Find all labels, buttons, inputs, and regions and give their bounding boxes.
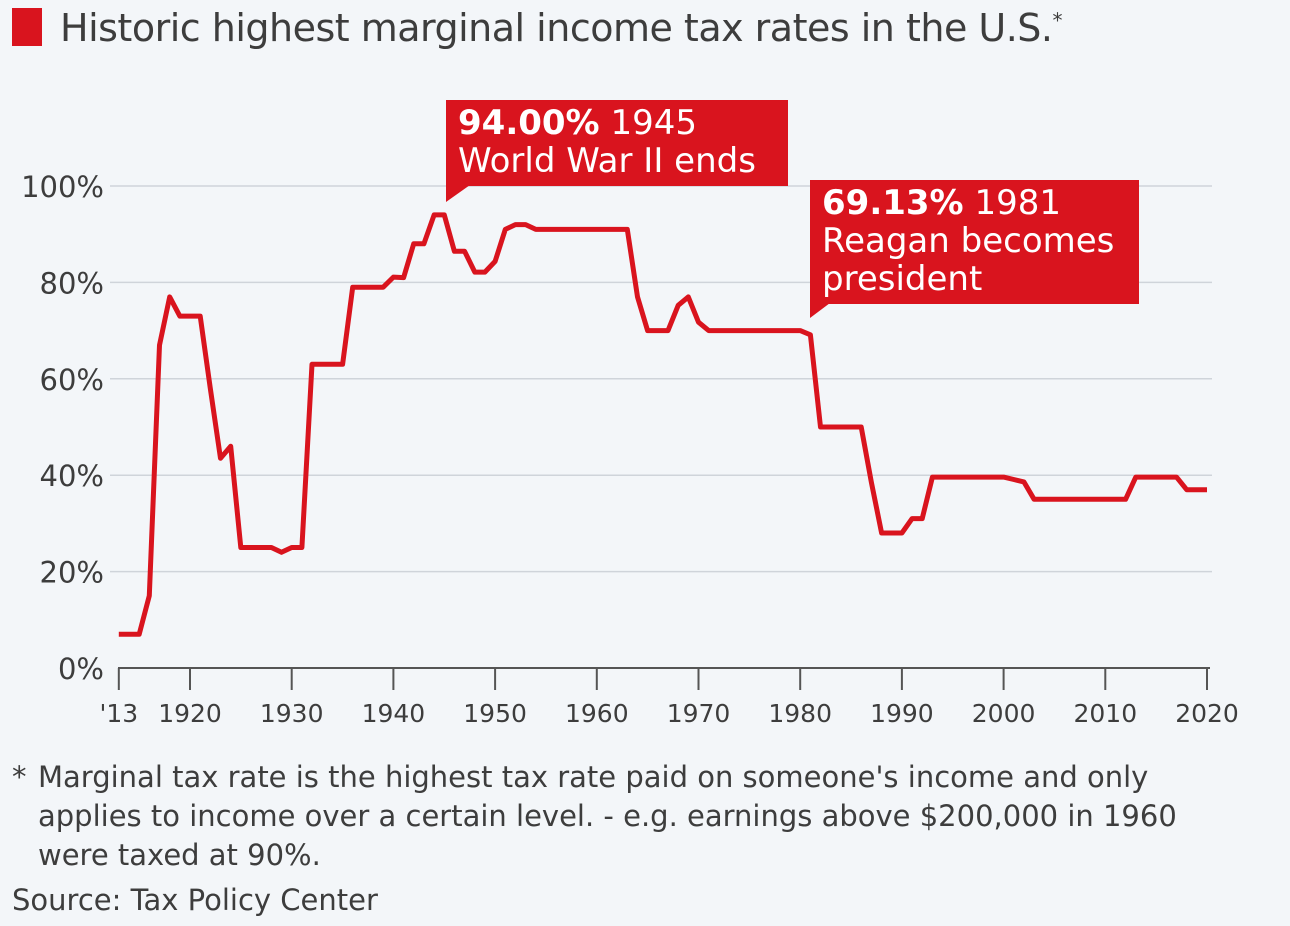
x-tick-label: 1970 bbox=[667, 699, 731, 728]
footnote-line: were taxed at 90%. bbox=[38, 838, 321, 872]
x-tick-label: 1920 bbox=[158, 699, 222, 728]
annotation-value: 69.13% bbox=[822, 183, 964, 223]
source-note: Source: Tax Policy Center bbox=[12, 883, 378, 917]
annotation-year: 1945 bbox=[610, 103, 697, 143]
x-tick-label: '13 bbox=[99, 699, 138, 728]
x-tick-label: 1960 bbox=[565, 699, 629, 728]
tax-rate-line bbox=[118, 212, 1207, 637]
footnote-line: Marginal tax rate is the highest tax rat… bbox=[38, 760, 1149, 794]
chart-title: Historic highest marginal income tax rat… bbox=[60, 6, 1062, 50]
x-tick-label: 2000 bbox=[972, 699, 1036, 728]
y-tick-label: 80% bbox=[40, 266, 104, 300]
annotation-wwii: 94.00% 1945 World War II ends bbox=[446, 100, 788, 186]
x-tick-label: 1990 bbox=[870, 699, 934, 728]
annotation-text: World War II ends bbox=[458, 141, 756, 181]
footnote: * Marginal tax rate is the highest tax r… bbox=[12, 758, 1282, 875]
annotation-value: 94.00% bbox=[458, 103, 600, 143]
y-tick-label: 20% bbox=[40, 556, 104, 590]
x-tick-label: 2020 bbox=[1175, 699, 1239, 728]
annotation-reagan: 69.13% 1981 Reagan becomes president bbox=[810, 180, 1139, 304]
x-tick-label: 2010 bbox=[1073, 699, 1137, 728]
footnote-line: applies to income over a certain level. … bbox=[38, 799, 1177, 833]
x-tick-label: 1980 bbox=[768, 699, 832, 728]
annotation-year: 1981 bbox=[974, 183, 1061, 223]
y-tick-label: 100% bbox=[21, 170, 104, 204]
title-marker bbox=[12, 8, 42, 46]
x-tick-label: 1930 bbox=[260, 699, 324, 728]
chart-title-text: Historic highest marginal income tax rat… bbox=[60, 6, 1053, 50]
annotation-text: Reagan becomes bbox=[822, 221, 1115, 261]
annotation-text: president bbox=[822, 259, 983, 299]
y-tick-label: 40% bbox=[40, 459, 104, 493]
y-tick-label: 0% bbox=[58, 652, 104, 686]
annotation-pointer bbox=[446, 185, 470, 202]
footnote-asterisk: * bbox=[12, 760, 27, 794]
x-tick-label: 1940 bbox=[362, 699, 426, 728]
x-tick-label: 1950 bbox=[463, 699, 527, 728]
y-tick-label: 60% bbox=[40, 363, 104, 397]
annotation-pointer bbox=[810, 300, 834, 318]
title-asterisk: * bbox=[1052, 8, 1063, 33]
